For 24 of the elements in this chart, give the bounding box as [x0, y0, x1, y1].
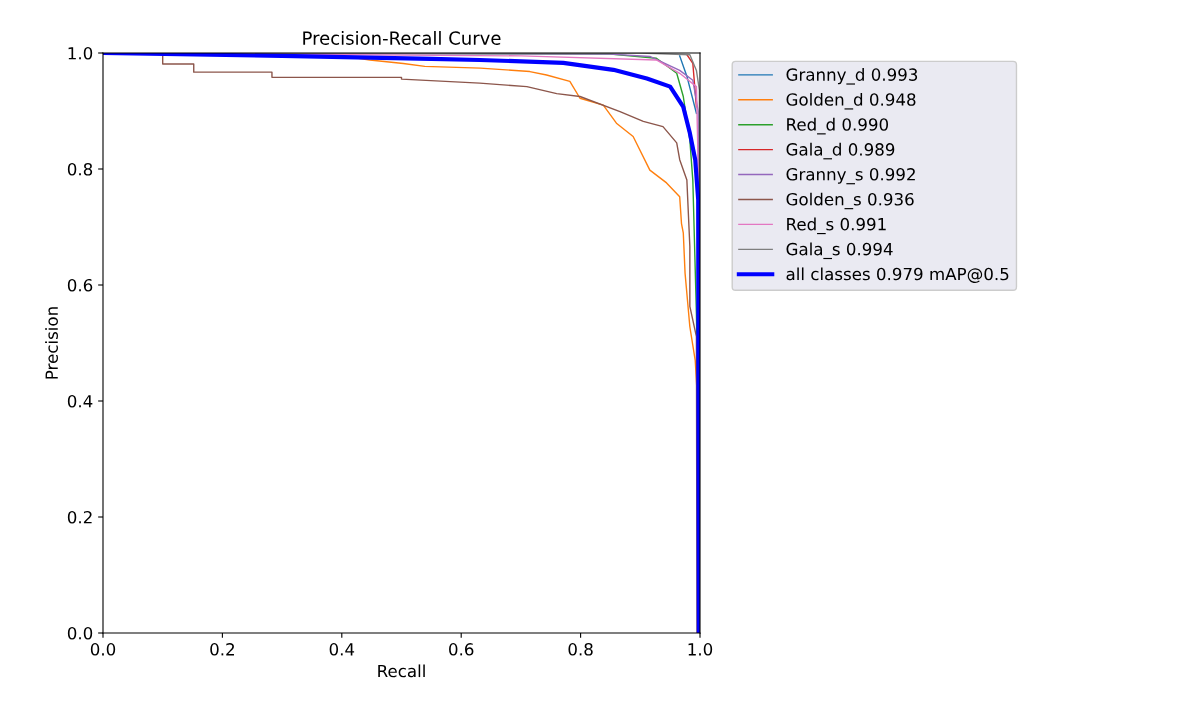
y-axis-title: Precision	[45, 307, 58, 379]
chart-title: Precision-Recall Curve	[303, 30, 501, 45]
x-tick-label: 1.0	[688, 643, 713, 656]
x-tick-label: 0.0	[90, 643, 116, 656]
x-axis-title: Recall	[378, 664, 425, 678]
y-tick-label: 0.6	[67, 278, 93, 292]
y-tick-label: 0.8	[67, 162, 93, 176]
legend-label: Golden_s 0.936	[786, 192, 914, 210]
legend-label: Red_s 0.991	[787, 217, 886, 235]
legend-label: Red_d 0.990	[787, 117, 889, 135]
y-tick-label: 1.0	[68, 46, 93, 60]
x-tick-label: 0.4	[329, 643, 355, 656]
legend-label: Gala_s 0.994	[786, 242, 893, 260]
x-tick-label: 0.6	[449, 643, 474, 656]
legend-label: all classes 0.979 mAP@0.5	[786, 267, 1009, 283]
legend-label: Granny_s 0.992	[786, 168, 915, 185]
x-tick-label: 0.2	[210, 643, 234, 656]
x-tick-label: 0.8	[568, 643, 593, 656]
legend-label: Gala_d 0.989	[786, 142, 895, 160]
y-tick-label: 0.0	[67, 626, 93, 640]
legend-label: Golden_d 0.948	[786, 92, 916, 110]
y-tick-label: 0.4	[67, 394, 93, 408]
legend-label: Granny_d 0.993	[786, 68, 918, 85]
y-tick-label: 0.2	[67, 510, 92, 524]
